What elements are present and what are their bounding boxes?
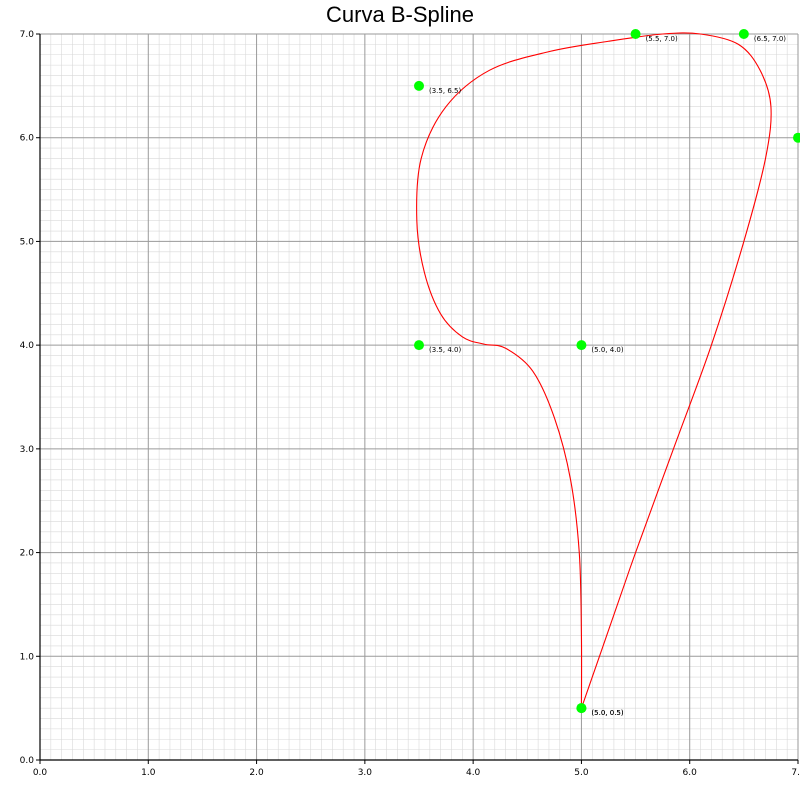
x-tick-label: 7. <box>791 768 800 778</box>
x-tick-label: 2.0 <box>249 768 264 778</box>
y-tick-label: 5.0 <box>20 237 35 247</box>
x-tick-label: 3.0 <box>358 768 373 778</box>
bspline-curve-group <box>416 32 772 709</box>
control-points: (5.0, 0.5) (5.0, 4.0) (3.5, 4.0) (3.5, 6.5)… <box>414 29 800 717</box>
control-point <box>414 340 424 351</box>
y-tick-label: 7.0 <box>20 30 35 40</box>
y-tick-label: 2.0 <box>20 549 35 559</box>
control-point <box>576 340 587 351</box>
y-tick-label: 3.0 <box>20 445 35 455</box>
x-tick-label: 6.0 <box>683 768 698 778</box>
axes <box>39 34 798 761</box>
x-tick-label: 0.0 <box>33 768 48 778</box>
control-point-label: (3.5, 6.5) <box>429 87 461 95</box>
control-point-label: (5.0, 0.5) <box>591 709 623 717</box>
y-tick-label: 6.0 <box>20 134 35 144</box>
bspline-curve <box>416 32 772 709</box>
control-point <box>414 80 424 91</box>
minor-grid <box>40 34 798 760</box>
y-tick-label: 0.0 <box>20 756 35 766</box>
chart-title: Curva B-Spline <box>326 2 474 27</box>
control-point <box>738 29 749 39</box>
control-point <box>793 132 800 143</box>
control-point <box>576 703 587 714</box>
control-point-label: (3.5, 4.0) <box>429 346 461 354</box>
control-point-label: (5.0, 4.0) <box>591 346 623 354</box>
control-point-label: (5.0, 0.5) <box>591 709 623 717</box>
x-tick-label: 1.0 <box>141 768 156 778</box>
y-tick-label: 4.0 <box>20 341 35 351</box>
control-point-label: (5.5, 7.0) <box>646 35 678 43</box>
x-tick-label: 5.0 <box>574 768 589 778</box>
x-tick-label: 4.0 <box>466 768 481 778</box>
control-point <box>630 29 641 39</box>
y-tick-label: 1.0 <box>20 652 35 662</box>
control-point-label: (6.5, 7.0) <box>754 35 786 43</box>
tick-labels: 0.0 1.0 2.0 3.0 4.0 5.0 6.0 7. 0.0 1.0 2.0 3.0 4.0 5.… <box>20 30 800 778</box>
